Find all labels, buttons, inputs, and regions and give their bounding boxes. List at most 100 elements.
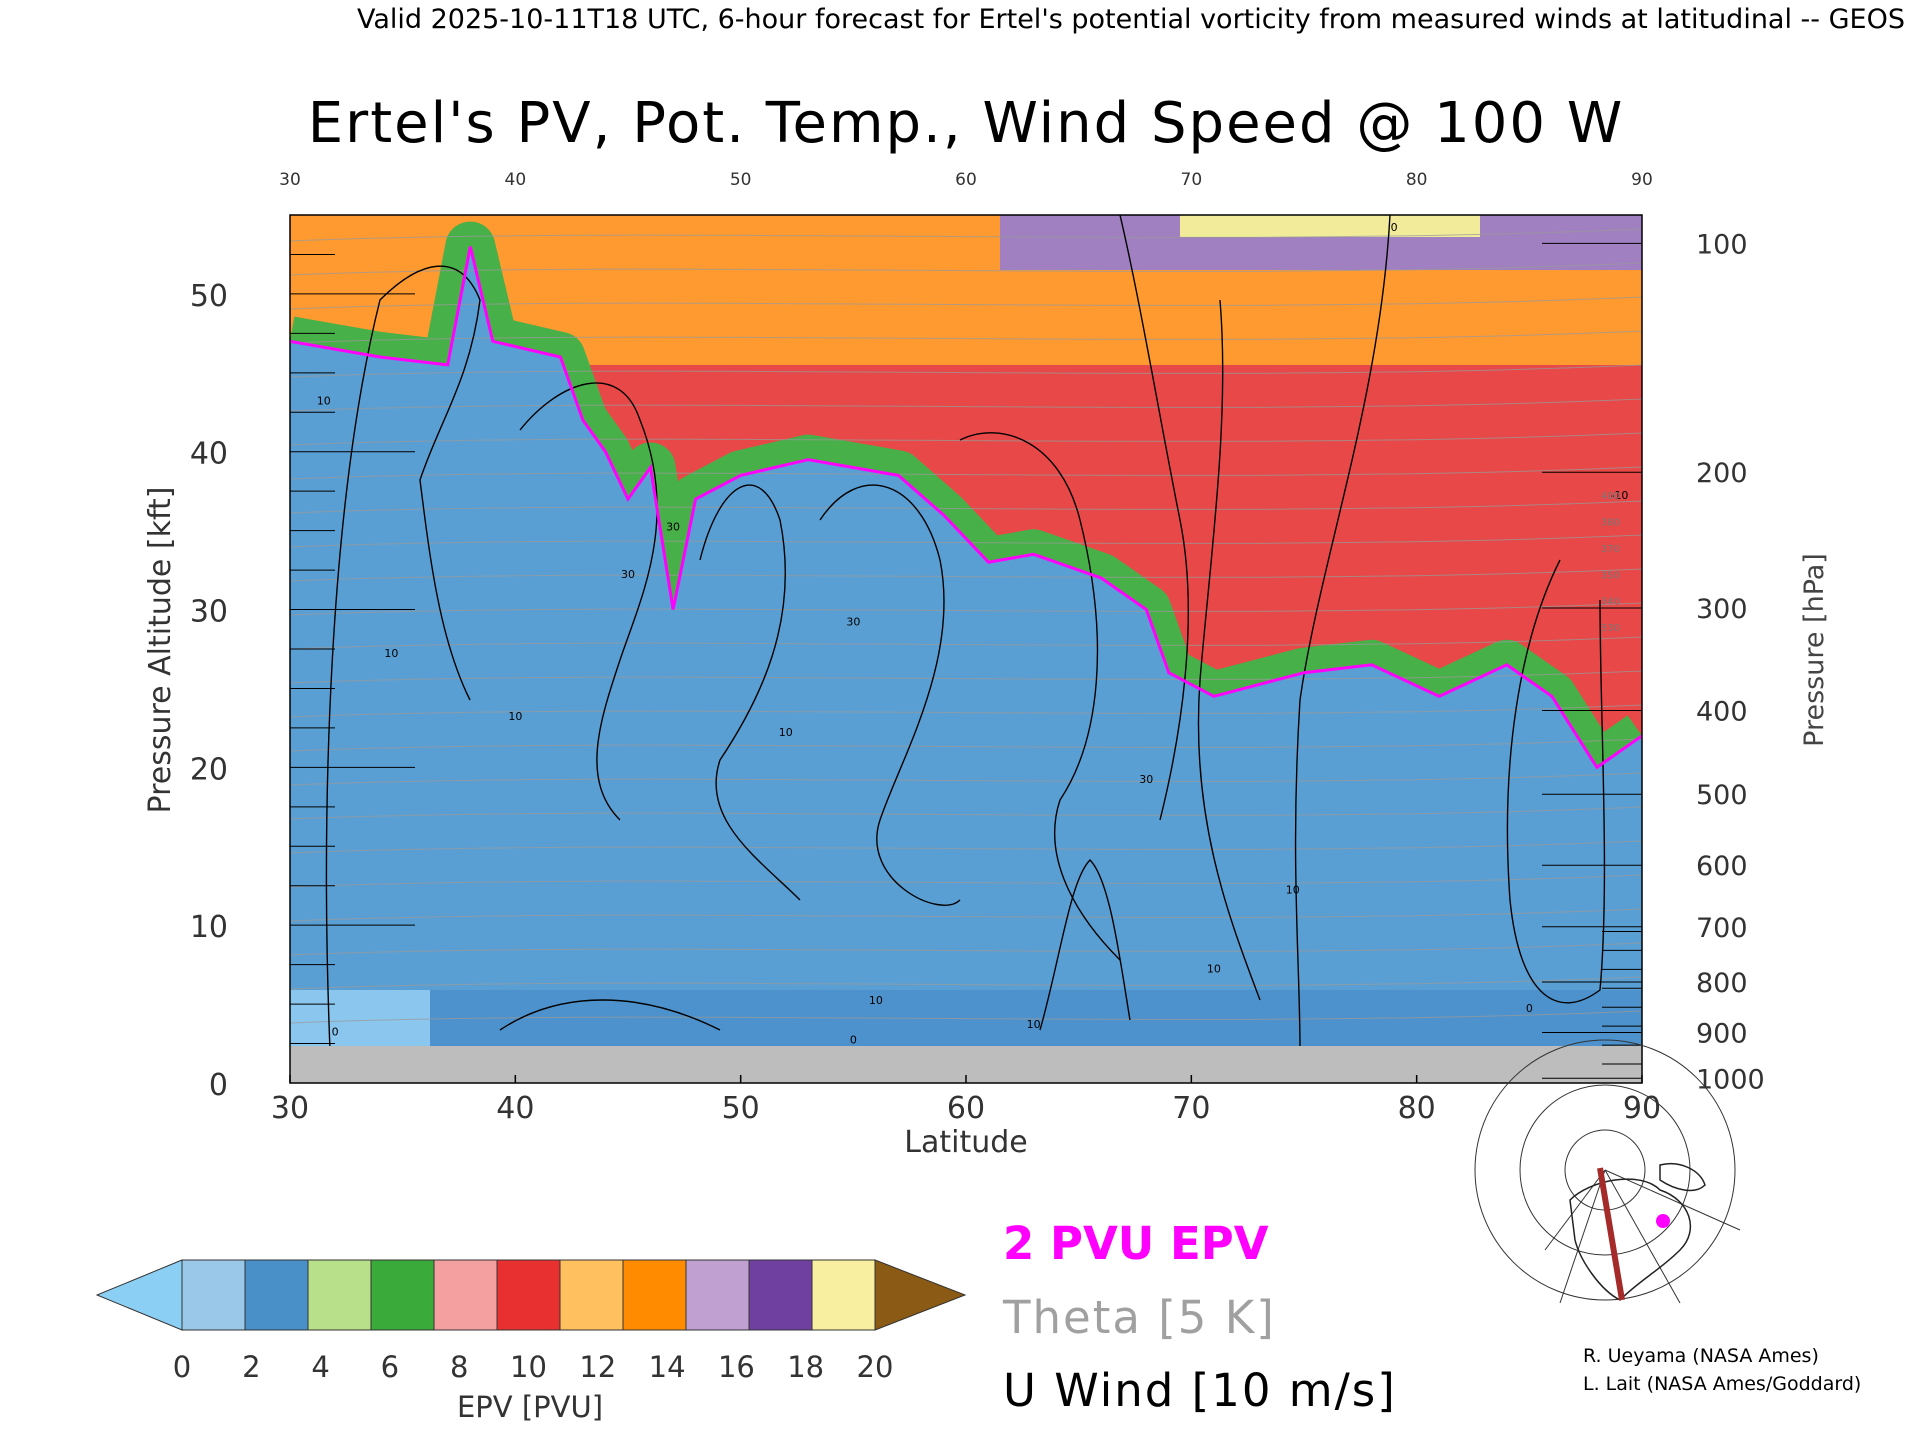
u-wind-contour-label: 10 xyxy=(869,994,883,1007)
x-top-tick-label: 50 xyxy=(730,170,752,190)
figure-caption: Valid 2025-10-11T18 UTC, 6-hour forecast… xyxy=(357,4,1905,35)
u-wind-contour-label: 10 xyxy=(779,726,793,739)
pressure-tick-label: 900 xyxy=(1696,1018,1748,1049)
map-location-marker xyxy=(1656,1214,1670,1228)
x-top-tick-label: 60 xyxy=(955,170,977,190)
x-tick-label: 60 xyxy=(947,1091,985,1126)
key-2pvu: 2 PVU EPV xyxy=(1003,1217,1269,1270)
pressure-tick-label: 500 xyxy=(1696,780,1748,811)
colorbar: 0 2 4 6 8 10 12 14 16 18 20 xyxy=(95,1259,967,1384)
theta-contour xyxy=(290,874,1642,888)
theta-contour xyxy=(290,398,1642,412)
u-wind-contour-label: 30 xyxy=(621,568,635,581)
colorbar-tick-label: 12 xyxy=(579,1350,616,1384)
u-wind-contour-label: 30 xyxy=(846,615,860,628)
theta-contour xyxy=(290,806,1642,820)
theta-contour xyxy=(290,466,1642,480)
u-wind-contour xyxy=(1039,859,1131,1031)
theta-contour xyxy=(290,636,1642,650)
u-wind-contour-label: -10 xyxy=(1610,489,1628,502)
u-wind-contour xyxy=(819,484,961,906)
x-axis-label: Latitude xyxy=(904,1125,1027,1160)
colorbar-tick-label: 18 xyxy=(787,1350,824,1384)
u-wind-contour xyxy=(699,484,801,901)
pressure-tick-label: 300 xyxy=(1696,594,1748,625)
boundary-layer-band xyxy=(290,990,1642,1050)
colorbar-tick-label: 2 xyxy=(242,1350,260,1384)
key-theta: Theta [5 K] xyxy=(1002,1291,1276,1344)
theta-contour xyxy=(290,1010,1642,1024)
colorbar-tick-label: 4 xyxy=(311,1350,329,1384)
x-tick-label: 40 xyxy=(496,1091,534,1126)
theta-contour xyxy=(290,772,1642,786)
theta-contour xyxy=(290,296,1642,310)
contour-labels: 10 10 30 30 30 10 10 30 0 10 10 10 10 -10 0 0 0 400 380 370… xyxy=(317,221,1629,1047)
theta-contour xyxy=(290,738,1642,752)
colorbar-segment xyxy=(245,1260,309,1330)
x-axis-bottom: 30 40 50 60 70 80 90 xyxy=(271,1075,1661,1126)
theta-contour xyxy=(290,840,1642,854)
u-wind-contour xyxy=(499,999,721,1031)
colorbar-tick-label: 14 xyxy=(649,1350,686,1384)
u-wind-contour xyxy=(1119,215,1189,821)
u-wind-contour-label: 10 xyxy=(317,394,331,407)
x-top-tick-label: 90 xyxy=(1631,170,1653,190)
troposphere-fill xyxy=(290,246,1642,1083)
u-wind-contour-label: 0 xyxy=(850,1034,857,1047)
u-wind-contour-label: 0 xyxy=(332,1026,339,1039)
x-tick-label: 70 xyxy=(1172,1091,1210,1126)
colorbar-segment xyxy=(812,1260,876,1330)
u-wind-contour-label: 30 xyxy=(666,521,680,534)
colorbar-segment xyxy=(434,1260,498,1330)
colorbar-tick-label: 8 xyxy=(450,1350,468,1384)
theta-contour-label: 400 xyxy=(1601,491,1620,502)
x-tick-label: 30 xyxy=(271,1091,309,1126)
chart-title: Ertel's PV, Pot. Temp., Wind Speed @ 100… xyxy=(308,91,1624,156)
u-wind-contour-label: 10 xyxy=(1207,963,1221,976)
map-latitude-ring xyxy=(1519,1084,1691,1256)
colorbar-tick-label: 16 xyxy=(718,1350,755,1384)
x-top-tick-label: 40 xyxy=(505,170,527,190)
colorbar-segment xyxy=(686,1260,750,1330)
x-axis-top: 30 40 50 60 70 80 90 xyxy=(279,170,1653,190)
pv-2pvu-contour xyxy=(290,246,1642,770)
y-tick-label: 20 xyxy=(190,752,228,787)
colorbar-segment xyxy=(182,1260,246,1330)
theta-contour xyxy=(290,432,1642,446)
u-wind-contour-label: 10 xyxy=(384,647,398,660)
map-coastline xyxy=(1659,1163,1706,1192)
theta-contour xyxy=(290,976,1642,990)
x-top-tick-label: 80 xyxy=(1406,170,1428,190)
map-latitude-ring xyxy=(1474,1039,1736,1301)
map-meridian xyxy=(1604,1169,1681,1304)
y-axis-label: Pressure Altitude [kft] xyxy=(143,487,178,814)
colorbar-segment xyxy=(749,1260,813,1330)
theta-contour xyxy=(290,942,1642,956)
colorbar-label: EPV [PVU] xyxy=(457,1390,603,1424)
y-tick-label: 40 xyxy=(190,437,228,472)
u-wind-contour xyxy=(1294,215,1391,1051)
map-cross-section-path xyxy=(1597,1167,1625,1301)
pressure-tick-label: 200 xyxy=(1696,458,1748,489)
theta-contours xyxy=(290,228,1642,1083)
theta-contour-label: 380 xyxy=(1601,517,1620,528)
theta-contour-label: 350 xyxy=(1601,570,1620,581)
u-wind-contour-label: 10 xyxy=(1027,1018,1041,1031)
theta-contour-label: 370 xyxy=(1601,544,1620,555)
y-tick-label: 0 xyxy=(209,1068,228,1103)
u-wind-contour-label: 10 xyxy=(1286,884,1300,897)
map-background xyxy=(1545,1153,1740,1303)
theta-contour xyxy=(290,704,1642,718)
u-wind-contour xyxy=(959,432,1121,961)
pressure-tick-label: 700 xyxy=(1696,913,1748,944)
x-top-tick-label: 70 xyxy=(1181,170,1203,190)
credit-line-1: R. Ueyama (NASA Ames) xyxy=(1583,1345,1819,1367)
map-coastline xyxy=(1569,1178,1691,1301)
theta-contour xyxy=(290,568,1642,582)
upper-yellow-band xyxy=(1180,215,1480,237)
colorbar-under-triangle xyxy=(95,1259,183,1331)
u-wind-contour xyxy=(1197,299,1261,1001)
y-tick-label: 30 xyxy=(190,595,228,630)
